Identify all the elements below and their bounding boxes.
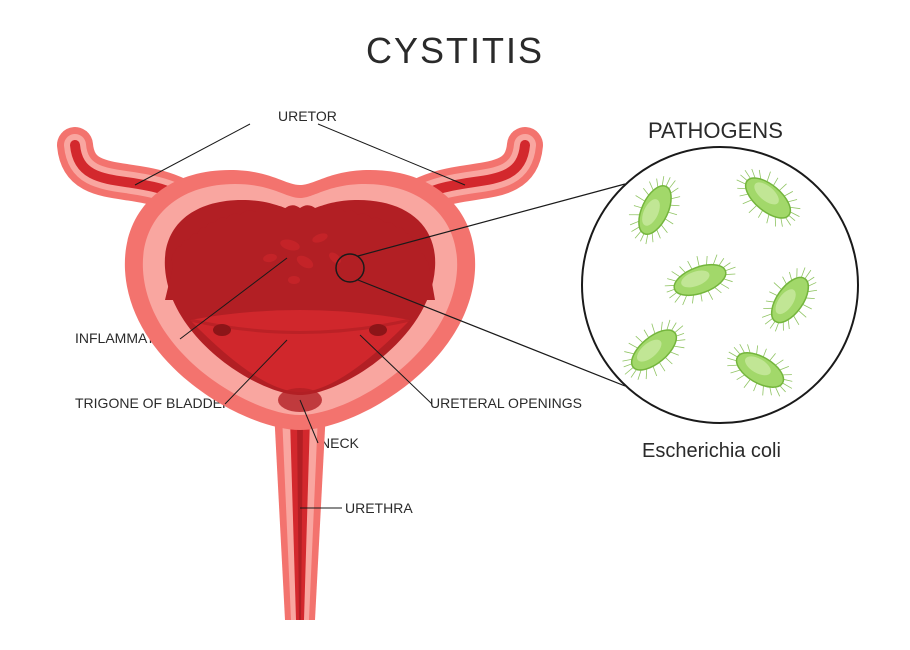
pathogen-circle (582, 147, 858, 423)
ureteral-opening-right (369, 324, 387, 336)
diagram-stage (0, 0, 910, 650)
ureteral-opening-left (213, 324, 231, 336)
